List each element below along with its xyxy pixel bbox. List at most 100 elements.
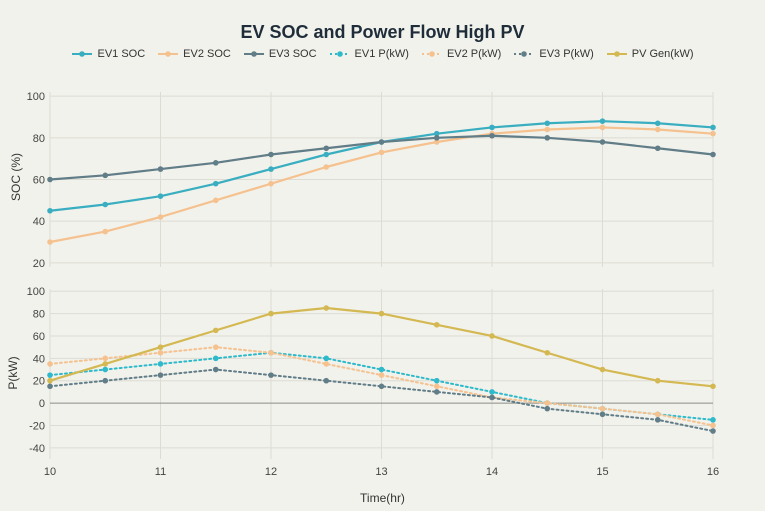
data-point-ev2-soc <box>599 124 606 131</box>
data-point-ev3-soc <box>102 172 109 179</box>
legend-item: PV Gen(kW) <box>603 48 697 60</box>
x-axis-label: Time(hr) <box>360 491 405 505</box>
data-point-ev3-p-kw <box>710 428 716 434</box>
data-point-pv-gen-kw <box>102 361 109 367</box>
data-point-ev1-soc <box>157 193 164 199</box>
legend-swatch <box>606 51 627 57</box>
data-point-ev1-soc <box>544 120 551 127</box>
y-tick-label: 60 <box>33 175 45 187</box>
x-tick-label: 10 <box>44 466 56 478</box>
data-point-ev2-p-kw <box>102 355 109 362</box>
data-point-ev3-p-kw <box>378 383 385 390</box>
x-tick-label: 15 <box>596 466 608 478</box>
data-point-ev1-p-kw <box>489 389 495 395</box>
y-tick-label: 100 <box>27 91 45 103</box>
data-point-ev3-p-kw <box>323 377 330 384</box>
data-point-pv-gen-kw <box>489 333 495 339</box>
data-point-ev2-soc <box>654 126 661 133</box>
data-point-ev3-soc <box>378 139 385 145</box>
data-point-ev3-soc <box>157 166 164 172</box>
data-point-ev1-soc <box>47 207 53 214</box>
legend-swatch <box>158 51 179 57</box>
legend-label: EV1 SOC <box>97 48 146 60</box>
data-point-ev1-p-kw <box>710 417 716 423</box>
y-tick-label: -20 <box>29 420 45 432</box>
data-point-pv-gen-kw <box>654 377 661 384</box>
data-point-ev2-soc <box>268 180 274 187</box>
data-point-ev2-p-kw <box>323 361 330 367</box>
data-point-pv-gen-kw <box>710 383 716 390</box>
legend-label: EV2 P(kW) <box>446 48 502 60</box>
data-point-ev1-p-kw <box>47 372 53 378</box>
data-point-ev2-p-kw <box>433 383 440 390</box>
data-point-ev3-p-kw <box>102 377 109 384</box>
data-point-ev1-p-kw <box>433 377 440 384</box>
data-point-ev3-soc <box>489 132 495 139</box>
data-point-ev2-soc <box>47 239 53 245</box>
chart-title: EV SOC and Power Flow High PV <box>240 22 525 42</box>
data-point-ev2-p-kw <box>378 372 385 378</box>
legend-label: EV1 P(kW) <box>354 48 409 60</box>
data-point-ev3-p-kw <box>599 411 606 418</box>
y-tick-label: 40 <box>33 353 45 365</box>
data-point-ev3-p-kw <box>47 383 53 390</box>
data-point-ev2-p-kw <box>710 422 716 429</box>
legend-label: PV Gen(kW) <box>631 48 694 60</box>
legend-swatch <box>72 51 93 57</box>
data-point-ev2-soc <box>323 164 330 170</box>
data-point-ev1-soc <box>268 166 274 172</box>
legend-item: EV1 SOC <box>68 48 148 60</box>
data-point-ev3-soc <box>599 139 606 145</box>
legend-item: EV3 P(kW) <box>510 48 596 60</box>
legend-item: EV1 P(kW) <box>326 48 412 60</box>
data-point-ev1-p-kw <box>323 355 330 362</box>
data-point-ev3-soc <box>710 151 716 158</box>
data-point-ev2-soc <box>378 149 385 156</box>
data-point-ev2-soc <box>710 130 716 137</box>
legend-swatch <box>243 51 264 57</box>
data-point-pv-gen-kw <box>599 366 606 373</box>
data-point-ev2-p-kw <box>47 361 53 367</box>
data-point-pv-gen-kw <box>378 310 385 317</box>
y-tick-label: 80 <box>33 309 45 321</box>
data-point-ev3-p-kw <box>489 394 495 401</box>
data-point-ev3-p-kw <box>157 372 164 378</box>
data-point-ev1-soc <box>212 180 219 187</box>
legend-item: EV2 P(kW) <box>418 48 504 60</box>
data-point-ev3-soc <box>433 135 440 141</box>
y-tick-label: 0 <box>39 398 45 410</box>
x-tick-label: 14 <box>486 466 498 478</box>
data-point-ev2-p-kw <box>544 400 551 406</box>
legend-item: EV2 SOC <box>154 48 234 60</box>
data-point-pv-gen-kw <box>323 305 330 311</box>
y-tick-label: -40 <box>29 443 45 455</box>
data-point-ev1-soc <box>323 151 330 158</box>
data-point-ev2-p-kw <box>268 349 274 356</box>
data-point-ev1-soc <box>654 120 661 127</box>
data-point-ev1-p-kw <box>102 366 109 373</box>
data-point-ev2-soc <box>544 126 551 133</box>
data-point-pv-gen-kw <box>212 327 219 334</box>
legend-label: EV2 SOC <box>183 48 231 60</box>
y-tick-label: 20 <box>33 258 45 270</box>
data-point-ev3-soc <box>47 176 53 183</box>
legend-item: EV3 SOC <box>240 48 320 60</box>
data-point-ev2-p-kw <box>212 344 219 350</box>
data-point-ev3-soc <box>268 151 274 158</box>
data-point-pv-gen-kw <box>268 310 274 317</box>
data-point-pv-gen-kw <box>157 344 164 350</box>
data-point-ev1-soc <box>710 124 716 131</box>
y-tick-label: 40 <box>33 216 45 228</box>
data-point-ev3-p-kw <box>544 405 551 412</box>
data-point-ev1-p-kw <box>378 366 385 373</box>
data-point-ev1-soc <box>599 118 606 124</box>
x-tick-label: 12 <box>265 466 277 478</box>
data-point-ev2-p-kw <box>654 411 661 418</box>
y-tick-label: 60 <box>33 331 45 343</box>
legend-swatch <box>421 51 442 57</box>
x-tick-label: 11 <box>155 466 166 478</box>
data-point-ev2-soc <box>212 197 219 204</box>
legend-label: EV3 P(kW) <box>539 48 594 60</box>
y-tick-label: 80 <box>33 133 45 145</box>
data-point-ev1-p-kw <box>157 361 164 367</box>
